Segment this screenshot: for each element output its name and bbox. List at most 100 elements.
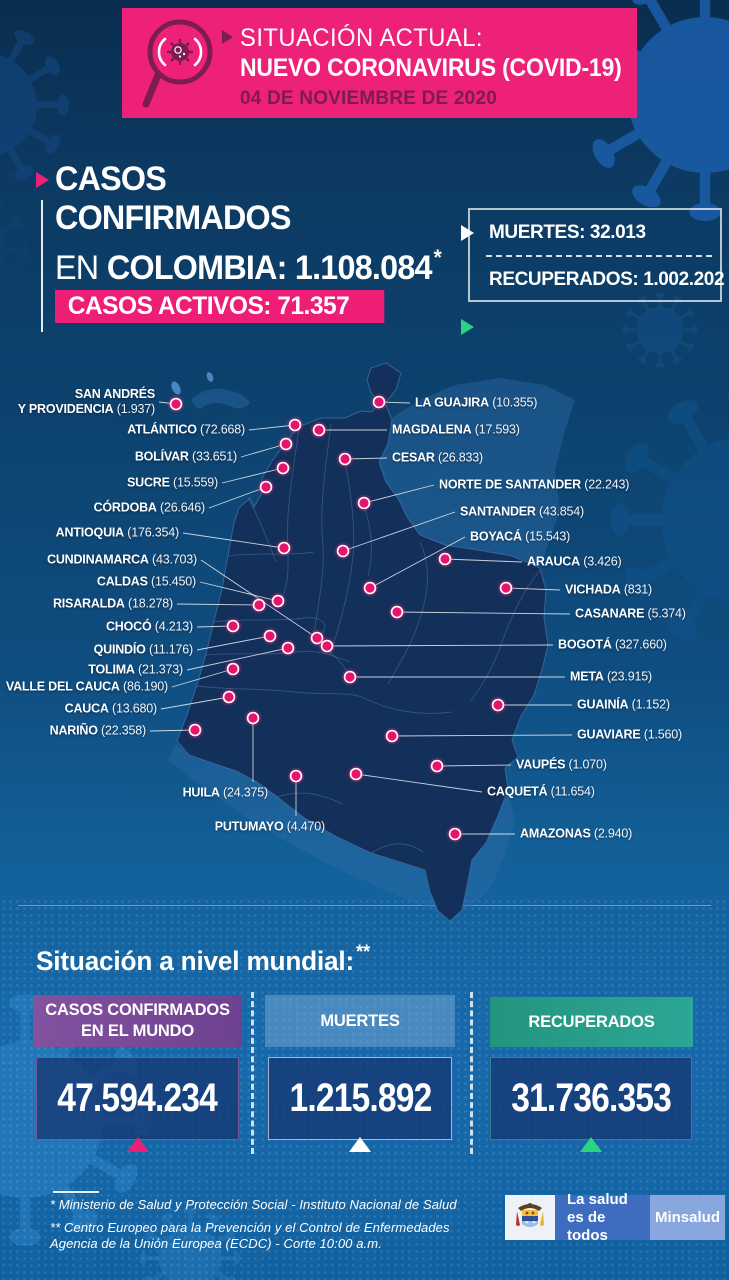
world-deaths-header: MUERTES <box>265 995 455 1047</box>
magnifier-virus-icon <box>142 19 213 108</box>
map-label-antioquia: ANTIOQUIA (176.354) <box>55 525 180 540</box>
world-confirmed-header: CASOS CONFIRMADOS EN EL MUNDO <box>33 995 242 1047</box>
world-deaths-value: 1.215.892 <box>289 1076 432 1120</box>
map-labels: SAN ANDRÉS Y PROVIDENCIA (1.937) ATLÁNTICO… <box>0 355 729 935</box>
map-label-vichada: VICHADA (831) <box>565 582 653 597</box>
map-dot-bogota <box>318 637 336 655</box>
deaths-row: MUERTES: 32.013 <box>461 210 720 255</box>
map-dot-atlantico <box>286 416 304 434</box>
map-dot-tolima <box>279 639 297 657</box>
hero-line-3: EN COLOMBIA: 1.108.084* <box>55 245 442 287</box>
map-label-caldas: CALDAS (15.450) <box>96 574 196 589</box>
footnote-source-2: ** Centro Europeo para la Prevención y e… <box>50 1220 450 1235</box>
virus-shape <box>610 392 729 648</box>
map-dot-caqueta <box>347 765 365 783</box>
active-cases-banner: CASOS ACTIVOS: 71.357 <box>55 290 385 323</box>
virus-shape <box>0 197 29 303</box>
department-borders <box>196 423 541 854</box>
confirmed-cases-title: CASOS CONFIRMADOS EN COLOMBIA: 1.108.084* <box>55 160 442 288</box>
map-dot-bolivar <box>277 435 295 453</box>
map-label-narino: NARIÑO (22.358) <box>49 723 147 738</box>
connector-atlantico <box>248 424 296 431</box>
connector-caldas <box>199 581 279 602</box>
world-confirmed-trend-icon <box>127 1137 149 1152</box>
map-dot-magdalena <box>310 421 328 439</box>
recovered-arrow-icon <box>461 319 474 335</box>
connector-quindio <box>196 635 271 651</box>
connector-tolima <box>186 647 289 671</box>
connector-guaviare <box>391 734 573 737</box>
connector-cundinamarca <box>200 559 318 639</box>
map-label-cordoba: CÓRDOBA (26.646) <box>93 500 206 515</box>
map-dot-guainia <box>489 696 507 714</box>
deaths-label: MUERTES: 32.013 <box>489 221 646 243</box>
map-dot-casanare <box>388 603 406 621</box>
colombia-coat-of-arms <box>505 1195 555 1240</box>
stats-dashed-divider <box>486 255 712 257</box>
map-label-magdalena: MAGDALENA (17.593) <box>392 422 520 437</box>
map-label-san-andres-y-providencia: SAN ANDRÉS Y PROVIDENCIA (1.937) <box>17 387 155 416</box>
section-divider-line <box>18 905 711 906</box>
connector-arauca <box>444 558 523 563</box>
map-dot-caldas <box>269 592 287 610</box>
connector-caqueta <box>355 773 483 793</box>
map-label-huila: HUILA (24.375) <box>182 785 269 800</box>
map-label-norte-de-santander: NORTE DE SANTANDER (22.243) <box>439 477 630 492</box>
hero-bullet-icon <box>36 172 49 188</box>
connector-casanare <box>396 611 571 615</box>
map-dot-guaviare <box>383 727 401 745</box>
header-date: 04 DE NOVIEMBRE DE 2020 <box>240 88 497 109</box>
map-label-casanare: CASANARE (5.374) <box>575 606 686 621</box>
map-label-arauca: ARAUCA (3.426) <box>527 554 622 569</box>
world-deaths-value-box: 1.215.892 <box>268 1057 452 1140</box>
virus-shape <box>622 292 698 368</box>
world-recovered-trend-icon <box>580 1137 602 1152</box>
map-label-la-guajira: LA GUAJIRA (10.355) <box>415 395 538 410</box>
map-label-bogota: BOGOTÁ (327.660) <box>558 637 667 652</box>
hero-line-1: CASOS <box>55 160 167 198</box>
footnote-source-1: * Ministerio de Salud y Protección Socia… <box>50 1197 457 1212</box>
map-dot-amazonas <box>446 825 464 843</box>
map-dot-cesar <box>336 450 354 468</box>
connector-narino <box>149 729 196 732</box>
san-andres-islands <box>171 372 214 395</box>
world-deaths-trend-icon <box>349 1137 371 1152</box>
map-label-cundinamarca: CUNDINAMARCA (43.703) <box>47 552 197 567</box>
map-dot-narino <box>186 721 204 739</box>
connector-risaralda <box>176 603 260 606</box>
connector-cordoba <box>208 486 267 509</box>
label-connector-lines <box>149 401 573 835</box>
map-dot-cundinamarca <box>308 629 326 647</box>
connector-choco <box>196 625 234 628</box>
map-label-risaralda: RISARALDA (18.278) <box>52 596 173 611</box>
virus-glyph <box>166 38 194 66</box>
connector-vichada <box>505 587 561 591</box>
map-dot-vaupes <box>428 757 446 775</box>
map-label-choco: CHOCÓ (4.213) <box>105 619 193 634</box>
connector-la-guajira <box>378 401 411 404</box>
map-dot-cauca <box>220 688 238 706</box>
department-dots <box>167 393 515 843</box>
deaths-arrow-icon <box>461 225 474 241</box>
map-dot-antioquia <box>275 539 293 557</box>
footnote-asterisk: * <box>433 245 442 270</box>
connector-bolivar <box>240 443 287 458</box>
map-label-vaupes: VAUPÉS (1.070) <box>516 757 607 772</box>
map-dot-sucre <box>274 459 292 477</box>
header-kicker: SITUACIÓN ACTUAL: <box>240 24 483 52</box>
map-dot-norte-de-santander <box>355 494 373 512</box>
map-label-valle-del-cauca: VALLE DEL CAUCA (86.190) <box>5 679 168 694</box>
map-label-bolivar: BOLÍVAR (33.651) <box>134 449 237 464</box>
map-label-quindio: QUINDÍO (11.176) <box>93 642 194 657</box>
world-recovered-header: RECUPERADOS <box>490 997 693 1047</box>
map-label-santander: SANTANDER (43.854) <box>460 504 584 519</box>
map-label-amazonas: AMAZONAS (2.940) <box>520 826 633 841</box>
map-label-meta: META (23.915) <box>570 669 652 684</box>
map-dot-quindio <box>261 627 279 645</box>
map-dot-la-guajira <box>370 393 388 411</box>
map-dot-santander <box>334 542 352 560</box>
connector-boyaca <box>369 536 466 589</box>
world-recovered-value: 31.736.353 <box>511 1076 672 1120</box>
connector-sucre <box>221 467 284 484</box>
